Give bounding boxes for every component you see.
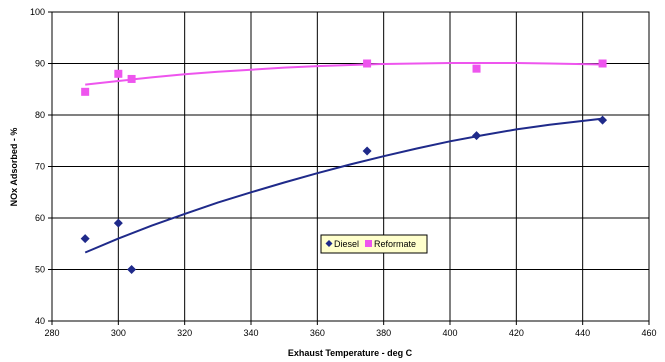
x-tick-label: 440 [575,328,590,338]
x-tick-labels: 280 300 320 340 360 380 400 420 440 460 [44,328,656,338]
data-point-reformate [127,74,136,83]
data-point-diesel [598,115,608,125]
data-point-diesel [113,218,123,228]
y-tick-labels: 40 50 60 70 80 90 100 [30,7,45,326]
data-point-diesel [472,131,482,141]
trendlines [84,62,603,254]
data-point-reformate [81,87,90,96]
legend: Diesel Reformate [320,234,428,254]
legend-box [320,234,428,254]
data-point-reformate [114,69,123,78]
legend-label-diesel: Diesel [334,239,359,249]
x-tick-label: 320 [177,328,192,338]
legend-label-reformate: Reformate [374,239,416,249]
y-axis-title: NOx Adsorbed - % [9,128,19,207]
data-point-reformate [363,59,372,68]
trendline-reformate [85,62,603,86]
y-tick-label: 40 [35,316,45,326]
data-point-diesel [362,146,372,156]
y-tick-label: 80 [35,110,45,120]
x-axis-title: Exhaust Temperature - deg C [288,348,413,358]
y-tick-label: 70 [35,162,45,172]
y-tick-label: 90 [35,59,45,69]
x-tick-label: 300 [111,328,126,338]
data-point-diesel [80,234,90,244]
x-tick-label: 420 [509,328,524,338]
y-tick-label: 60 [35,213,45,223]
data-point-reformate [472,64,481,73]
y-tick-label: 50 [35,265,45,275]
y-tick-label: 100 [30,7,45,17]
data-point-reformate [598,59,607,68]
data-point-diesel [127,265,137,274]
x-tick-label: 360 [310,328,325,338]
x-tick-label: 380 [376,328,391,338]
legend-diamond-marker [325,240,333,247]
x-tick-label: 400 [442,328,457,338]
x-tick-label: 280 [44,328,59,338]
data-points [80,59,608,274]
x-tick-label: 460 [641,328,656,338]
trendline-diesel [84,117,603,254]
legend-square-marker [365,240,372,247]
x-tick-label: 340 [243,328,258,338]
